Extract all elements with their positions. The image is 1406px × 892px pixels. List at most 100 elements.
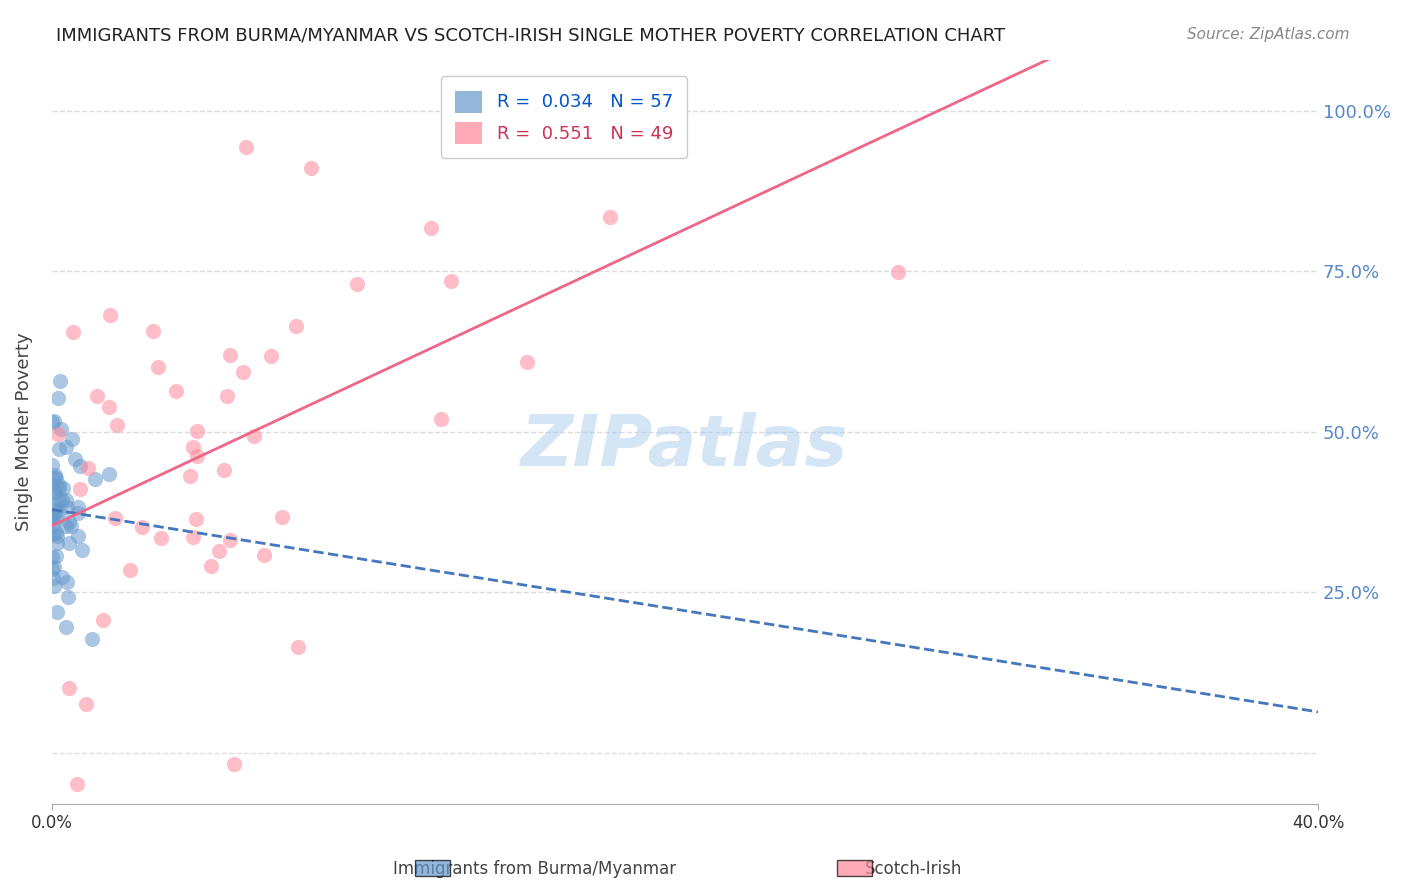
Point xyxy=(45,510,67,524)
Point xyxy=(60,518,83,533)
Point xyxy=(440,274,463,288)
Point xyxy=(287,640,309,655)
Point xyxy=(67,529,90,543)
Point xyxy=(93,613,115,627)
Point xyxy=(67,500,90,515)
Point xyxy=(51,481,73,495)
Point xyxy=(200,558,222,573)
Point xyxy=(48,504,70,518)
Point xyxy=(186,450,208,464)
Point xyxy=(69,483,91,497)
Point xyxy=(219,533,242,547)
Point xyxy=(46,391,69,405)
Point xyxy=(55,500,77,514)
Point xyxy=(45,470,67,484)
Point xyxy=(420,221,443,235)
Point xyxy=(58,681,80,695)
Point xyxy=(48,492,70,507)
Point xyxy=(120,563,142,577)
Point xyxy=(41,562,63,576)
Point xyxy=(70,543,93,558)
Point xyxy=(55,574,77,589)
Point xyxy=(51,570,73,584)
Point xyxy=(208,544,231,558)
Point xyxy=(430,412,453,426)
Point xyxy=(42,571,65,585)
Point xyxy=(105,417,128,432)
Point xyxy=(186,512,208,526)
Point xyxy=(165,384,187,398)
Point xyxy=(49,374,72,388)
Point xyxy=(515,355,537,369)
Point xyxy=(45,525,67,540)
Point xyxy=(186,424,208,438)
Point xyxy=(84,472,107,486)
Point xyxy=(77,460,100,475)
Point xyxy=(63,451,86,466)
Point xyxy=(285,318,308,333)
Point xyxy=(51,422,73,436)
Point xyxy=(104,511,127,525)
Point xyxy=(243,429,266,443)
Point xyxy=(55,519,77,533)
Point xyxy=(131,520,153,534)
Point xyxy=(41,458,63,473)
Point xyxy=(44,467,66,482)
Point xyxy=(214,463,236,477)
Point xyxy=(55,619,77,633)
Point xyxy=(44,559,66,574)
Point xyxy=(142,324,165,338)
Point xyxy=(231,366,253,380)
Legend: R =  0.034   N = 57, R =  0.551   N = 49: R = 0.034 N = 57, R = 0.551 N = 49 xyxy=(440,76,688,158)
Text: Immigrants from Burma/Myanmar: Immigrants from Burma/Myanmar xyxy=(392,860,676,878)
Point xyxy=(55,441,77,455)
Point xyxy=(235,140,257,154)
Point xyxy=(45,502,67,516)
Point xyxy=(886,265,908,279)
Point xyxy=(270,510,292,524)
Point xyxy=(80,632,103,646)
Point xyxy=(149,531,172,545)
Point xyxy=(46,529,69,543)
Point xyxy=(67,507,90,521)
Text: IMMIGRANTS FROM BURMA/MYANMAR VS SCOTCH-IRISH SINGLE MOTHER POVERTY CORRELATION : IMMIGRANTS FROM BURMA/MYANMAR VS SCOTCH-… xyxy=(56,27,1005,45)
Point xyxy=(181,530,204,544)
Point xyxy=(45,605,67,619)
Point xyxy=(48,442,70,456)
Point xyxy=(48,482,70,496)
Point xyxy=(86,389,108,403)
Point xyxy=(253,548,276,562)
Point xyxy=(58,516,80,530)
Point xyxy=(48,478,70,492)
Y-axis label: Single Mother Poverty: Single Mother Poverty xyxy=(15,333,32,531)
Point xyxy=(62,325,84,339)
Point xyxy=(56,590,79,604)
Point xyxy=(55,493,77,508)
Point xyxy=(69,458,91,473)
Point xyxy=(41,415,63,429)
Point xyxy=(75,697,97,711)
Point xyxy=(41,549,63,564)
Point xyxy=(179,468,201,483)
Point xyxy=(527,131,550,145)
Point xyxy=(42,509,65,524)
Text: Scotch-Irish: Scotch-Irish xyxy=(865,860,963,878)
Point xyxy=(219,348,242,362)
Point xyxy=(260,349,283,363)
Point xyxy=(42,485,65,500)
Point xyxy=(299,161,322,176)
Point xyxy=(181,440,204,454)
Point xyxy=(42,579,65,593)
Point xyxy=(48,427,70,442)
Point xyxy=(98,308,121,322)
Point xyxy=(42,414,65,428)
Point xyxy=(45,536,67,550)
Point xyxy=(42,527,65,541)
Point xyxy=(146,359,169,374)
Point xyxy=(41,509,63,524)
Point xyxy=(42,470,65,484)
Point xyxy=(58,536,80,550)
Point xyxy=(66,777,89,791)
Text: Source: ZipAtlas.com: Source: ZipAtlas.com xyxy=(1187,27,1350,42)
Point xyxy=(346,277,368,291)
